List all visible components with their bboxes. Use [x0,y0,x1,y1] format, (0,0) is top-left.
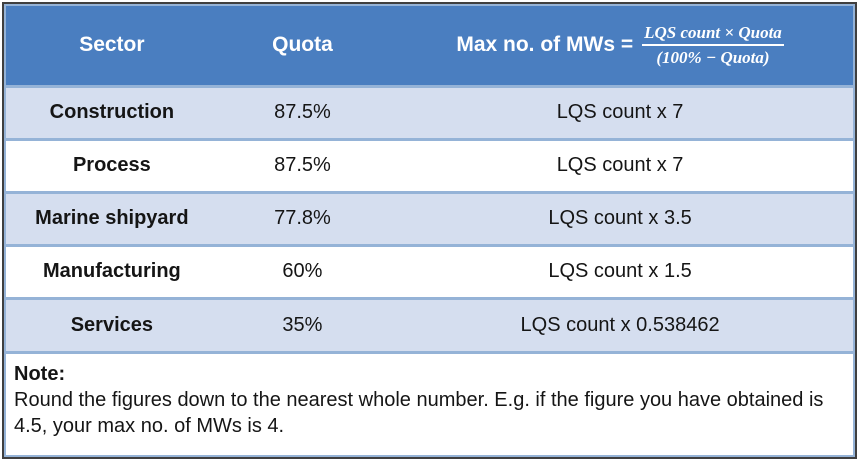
sector-cell: Manufacturing [6,245,218,298]
table-row: Manufacturing 60% LQS count x 1.5 [6,245,853,298]
sector-cell: Marine shipyard [6,192,218,245]
table-row: Services 35% LQS count x 0.538462 [6,298,853,351]
formula-numerator: LQS count × Quota [642,22,784,47]
table-row: Marine shipyard 77.8% LQS count x 3.5 [6,192,853,245]
max-mws-cell: LQS count x 7 [387,86,853,139]
quota-cell: 77.8% [217,192,388,245]
table-body: Construction 87.5% LQS count x 7 Process… [6,86,853,351]
sector-cell: Services [6,298,218,351]
quota-table: Sector Quota Max no. of MWs = LQS count … [6,6,853,351]
max-mws-cell: LQS count x 0.538462 [387,298,853,351]
formula-prefix: Max no. of MWs = [456,33,634,57]
header-row: Sector Quota Max no. of MWs = LQS count … [6,6,853,86]
max-mws-cell: LQS count x 1.5 [387,245,853,298]
col-header-sector: Sector [6,6,218,86]
quota-cell: 35% [217,298,388,351]
sector-cell: Construction [6,86,218,139]
sector-cell: Process [6,139,218,192]
quota-cell: 87.5% [217,139,388,192]
note-section: Note: Round the figures down to the near… [6,351,853,455]
note-text: Round the figures down to the nearest wh… [14,389,824,437]
col-header-max-mws: Max no. of MWs = LQS count × Quota (100%… [387,6,853,86]
col-header-quota: Quota [217,6,388,86]
quota-cell: 87.5% [217,86,388,139]
table-row: Construction 87.5% LQS count x 7 [6,86,853,139]
quota-cell: 60% [217,245,388,298]
max-mws-cell: LQS count x 3.5 [387,192,853,245]
formula-fraction: LQS count × Quota (100% − Quota) [642,22,784,69]
max-mws-formula: Max no. of MWs = LQS count × Quota (100%… [387,22,853,69]
max-mws-cell: LQS count x 7 [387,139,853,192]
note-label: Note: [14,363,66,385]
formula-denominator: (100% − Quota) [656,48,770,68]
quota-table-inner: Sector Quota Max no. of MWs = LQS count … [4,4,855,457]
table-row: Process 87.5% LQS count x 7 [6,139,853,192]
